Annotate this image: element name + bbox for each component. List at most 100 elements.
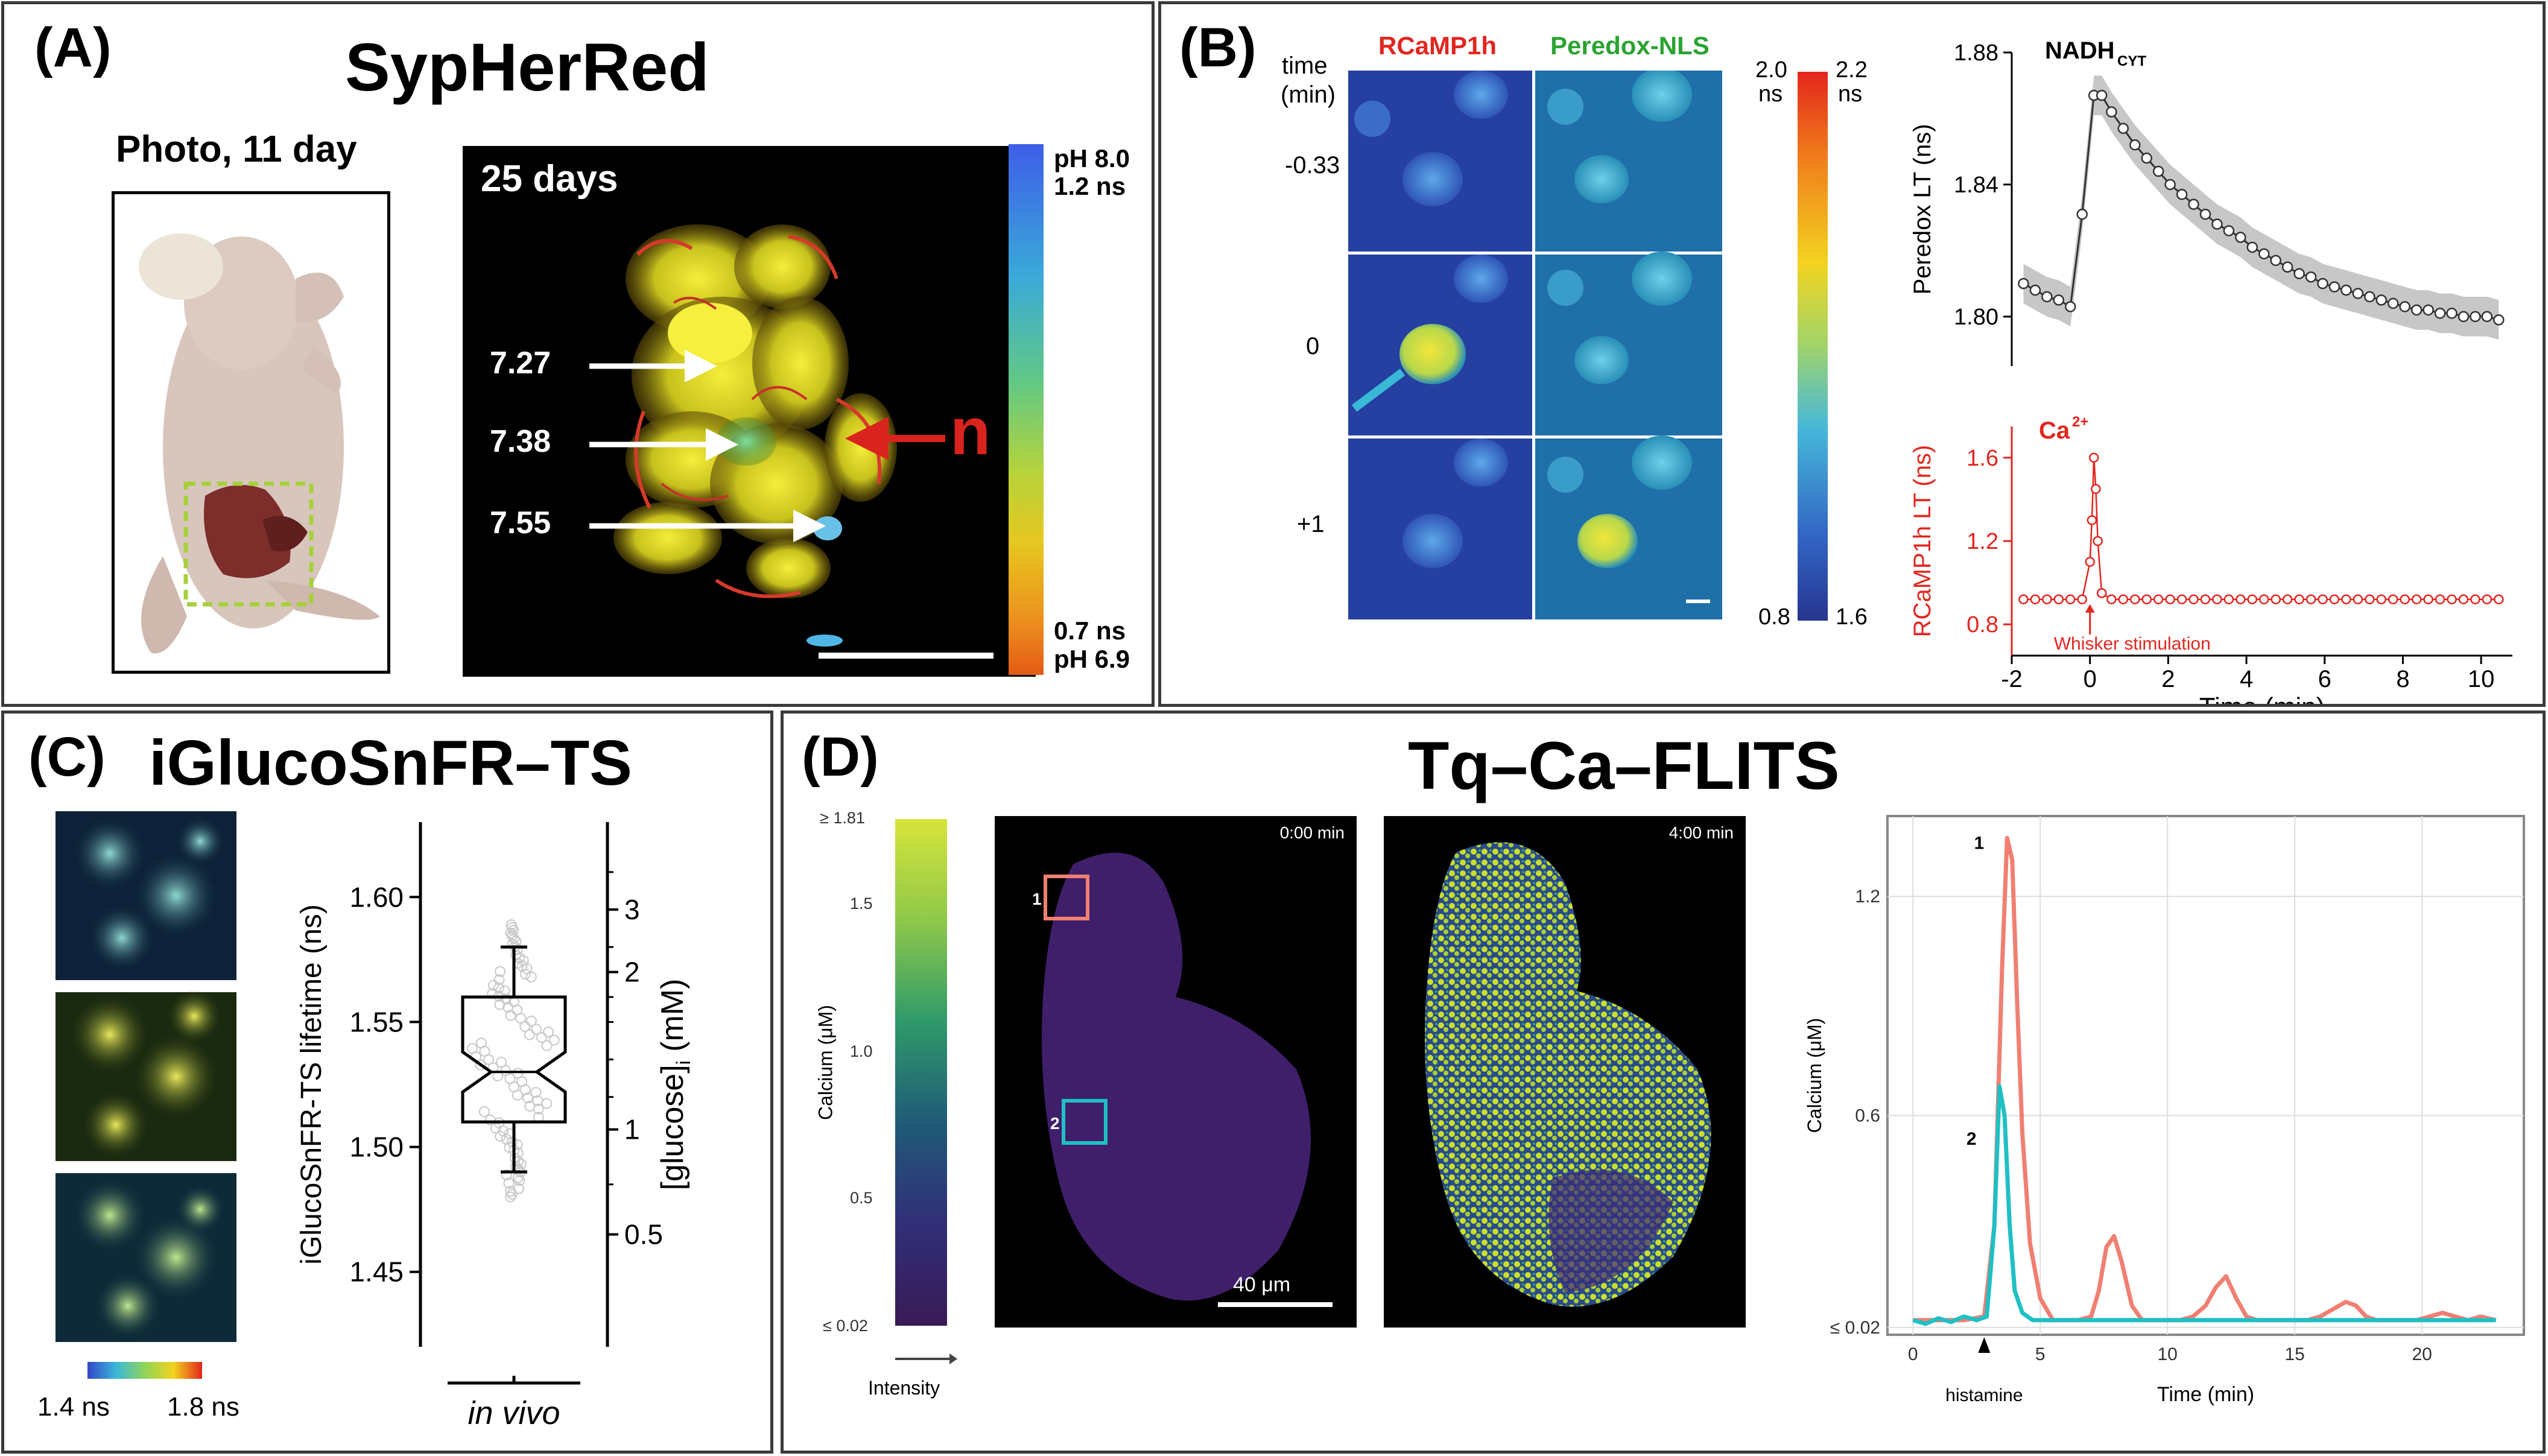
data-point [475, 1059, 486, 1071]
data-point [530, 1087, 542, 1098]
data-point [507, 930, 518, 942]
rcamp-point [2258, 594, 2269, 604]
value-3: 7.55 [490, 505, 551, 540]
data-point [495, 1131, 506, 1142]
rcamp-point [2077, 594, 2087, 604]
ytick-label: ≤ 0.02 [1830, 1318, 1880, 1338]
roi-2-box [1062, 1099, 1108, 1145]
rcamp-point [2091, 484, 2101, 494]
rcamp-xtick-label: 4 [2240, 666, 2253, 692]
panel-a-letter: (A) [34, 17, 112, 78]
rcamp-point [2294, 594, 2304, 604]
peredox-ytick-label: 1.88 [1954, 40, 1998, 66]
data-point [500, 993, 512, 1005]
xtick-label: 10 [2158, 1344, 2178, 1364]
rcamp-point [2306, 594, 2316, 604]
peredox-point [2141, 152, 2152, 164]
rcamp-point [2282, 594, 2293, 604]
peredox-point [2399, 301, 2410, 312]
rcamp-point [2247, 594, 2258, 604]
peredox-point [2106, 106, 2117, 118]
rcamp-point [2376, 594, 2387, 604]
rcamp-point [2018, 594, 2029, 604]
peredox-ytick-label: 1.80 [1954, 305, 1998, 330]
rcamp-point [2318, 594, 2328, 604]
data-point [506, 1188, 518, 1200]
panel-c: (C) iGlucoSnFR–TS 1.4 ns 1.8 ns 1.45 1.50… [1, 711, 773, 1454]
peredox-point [2410, 304, 2423, 316]
data-point [504, 1073, 516, 1084]
row-label-2: 0 [1306, 333, 1320, 359]
data-point [496, 1057, 507, 1068]
rcamp-ytick-label: 1.2 [1966, 529, 1998, 554]
rcamp-series-line [2023, 457, 2499, 600]
rcamp-point [2085, 557, 2095, 567]
rcamp-point [2341, 594, 2351, 604]
peredox-point [2387, 297, 2399, 309]
colorbar-d-tick-3: 1.0 [850, 1042, 873, 1060]
peredox-point [2446, 308, 2458, 319]
arrows-overlay [589, 350, 945, 542]
image2-time: 4:00 min [1669, 823, 1734, 842]
peredox-point [2164, 179, 2176, 191]
peredox-point [2041, 291, 2053, 303]
rcamp-xtick-label: 6 [2318, 666, 2331, 692]
data-point [493, 974, 505, 986]
peredox-point [2434, 308, 2446, 319]
calcium-image-0min: 0:00 min 1 2 40 μm [995, 816, 1357, 1328]
left-ytick-label: 1.60 [349, 881, 404, 913]
rcamp-xlabel: Time (min) [2199, 692, 2325, 704]
data-point [500, 1065, 512, 1076]
peredox-point [2117, 122, 2129, 135]
series-line-2 [1912, 1084, 2496, 1326]
roi-2-label: 2 [1050, 1114, 1060, 1133]
roi-1-box [1044, 875, 1089, 920]
rcamp-point [2494, 594, 2504, 604]
peredox-point [2375, 294, 2388, 306]
ylabel: Calcium (μM) [1804, 1018, 1825, 1133]
rcamp-xtick-label: 8 [2396, 666, 2409, 692]
stim-annotation: Whisker stimulation [2054, 634, 2211, 654]
n-label: n [950, 394, 991, 469]
rcamp-xtick-label: 2 [2161, 666, 2175, 692]
colorbar-a-top-2: 1.2 ns [1054, 172, 1126, 200]
rcamp-point [2212, 594, 2222, 604]
colorbar-b-top-right: 2.2 [1836, 57, 1868, 83]
peredox-point [2293, 268, 2305, 279]
data-point [515, 1158, 527, 1170]
panel-d-title: Tq–Ca–FLITS [1408, 728, 1840, 803]
data-point [514, 1175, 525, 1186]
calcium-image-4min: 4:00 min [1384, 816, 1746, 1328]
colorbar-a-bottom-1: 0.7 ns [1054, 616, 1126, 645]
data-point [525, 1015, 537, 1027]
stim-arrow-head [2085, 604, 2095, 613]
right-ytick-label: 1 [624, 1114, 640, 1145]
data-point [478, 1106, 490, 1118]
rcamp-point [2353, 594, 2363, 604]
panel-a: (A) SypHerRed Photo, 11 day [1, 1, 1155, 707]
rcamp-point [2435, 594, 2445, 604]
xtick-label: 15 [2285, 1344, 2305, 1364]
rcamp-point [2411, 594, 2422, 604]
panel-b: (B) time (min) -0.33 0 +1 RCaMP1h Peredo… [1158, 1, 2546, 707]
image1-time: 0:00 min [1279, 823, 1345, 842]
data-point [518, 955, 529, 966]
notched-box [461, 995, 567, 1124]
data-point [525, 971, 537, 983]
colorbar-a-bottom-2: pH 6.9 [1054, 645, 1130, 673]
row-label-1: -0.33 [1285, 152, 1340, 179]
photo-caption: Photo, 11 day [116, 128, 357, 170]
peredox-point [2065, 301, 2076, 312]
panel-d-letter: (D) [802, 726, 879, 788]
rcamp-point [2053, 594, 2064, 604]
data-point [512, 1068, 524, 1079]
panel-a-title: SypHerRed [345, 30, 709, 105]
ytick-label: 0.6 [1855, 1106, 1880, 1126]
data-point [541, 1040, 553, 1051]
data-point [501, 1169, 512, 1180]
data-point [548, 1034, 560, 1046]
rcamp-point [2130, 594, 2140, 604]
peredox-point [2328, 281, 2340, 293]
rcamp-point [2482, 594, 2493, 604]
rcamp-point [2188, 594, 2199, 604]
